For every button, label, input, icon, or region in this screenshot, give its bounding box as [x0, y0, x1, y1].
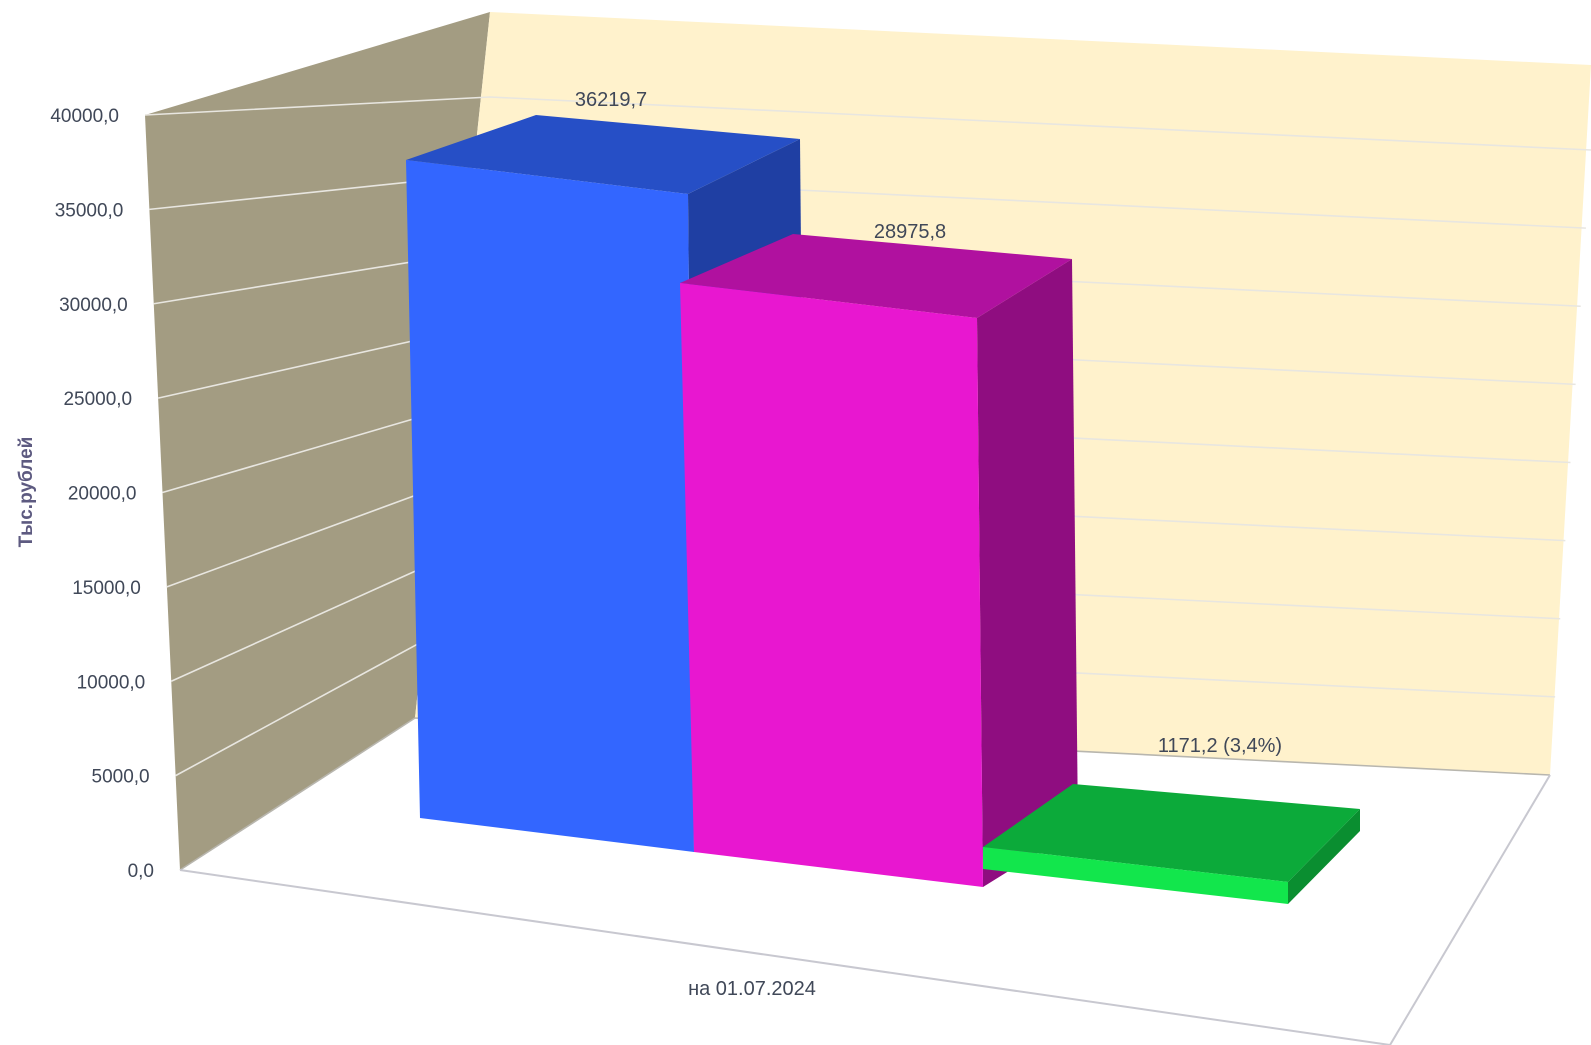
bar-top-face: [983, 784, 1360, 882]
category-label: на 01.07.2024: [688, 978, 816, 1000]
floor-right-edge: [1389, 774, 1551, 1045]
floor-front-edge: [179, 869, 1391, 1045]
gridline: [179, 717, 1551, 871]
bar-2: [680, 234, 1078, 887]
y-tick-label: 30000,0: [59, 295, 128, 316]
gridline: [144, 96, 1591, 151]
y-tick-label: 15000,0: [72, 578, 141, 599]
y-tick-label: 35000,0: [55, 200, 124, 221]
bar-side-face: [1288, 809, 1360, 904]
y-tick-label: 25000,0: [63, 389, 132, 410]
bar-top-face: [406, 115, 800, 194]
y-axis-label: Тыс.рублей: [16, 437, 37, 548]
y-tick-label: 20000,0: [68, 484, 137, 505]
bar-front-face: [983, 847, 1288, 904]
bar-side-face: [977, 259, 1078, 887]
side-wall: [145, 12, 490, 870]
bar-front-face: [680, 283, 983, 887]
bar-front-face: [406, 160, 694, 852]
floor: [179, 774, 1551, 1045]
y-axis-ticks: 0,0 5000,0 10000,0 15000,0 20000,0 25000,0 300…: [50, 106, 154, 882]
bar-3: [983, 784, 1360, 904]
data-labels: 36219,7 28975,8 1171,2 (3,4%): [575, 89, 1282, 757]
y-tick-label: 10000,0: [77, 672, 146, 693]
bar-top-face: [680, 234, 1072, 318]
data-label: 1171,2 (3,4%): [1158, 735, 1282, 757]
data-label: 36219,7: [575, 89, 647, 111]
bars: [406, 115, 1360, 904]
data-label: 28975,8: [874, 221, 946, 243]
y-tick-label: 0,0: [128, 861, 154, 882]
y-tick-label: 40000,0: [50, 106, 119, 127]
y-tick-label: 5000,0: [92, 767, 150, 788]
